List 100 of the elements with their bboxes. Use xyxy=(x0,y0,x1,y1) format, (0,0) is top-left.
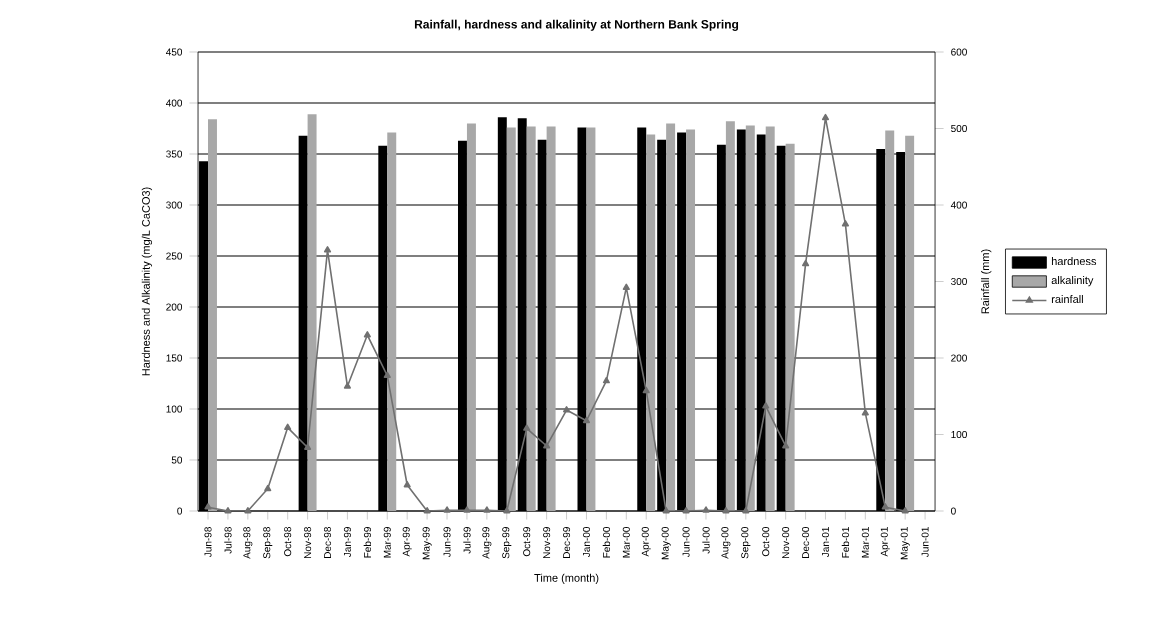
bar xyxy=(905,135,915,511)
point xyxy=(821,113,830,121)
point xyxy=(443,506,451,513)
point xyxy=(383,371,391,378)
y-tick-label: 400 xyxy=(165,99,183,107)
y2-tick-label: 300 xyxy=(951,277,967,286)
point xyxy=(682,507,690,514)
point xyxy=(861,409,869,416)
point xyxy=(244,507,252,514)
x-tick-label: Apr-99 xyxy=(402,527,412,557)
y2-tick-label: 500 xyxy=(951,124,967,133)
bar xyxy=(785,143,795,511)
y-tick-label: 350 xyxy=(166,150,183,158)
bar xyxy=(466,123,476,511)
y2-axis-title: Rainfall (mm) xyxy=(981,249,992,314)
x-tick-label: Jan-01 xyxy=(821,527,830,558)
x-tick-label: Mar-99 xyxy=(383,527,391,558)
x-tick-label: Jul-00 xyxy=(702,527,710,554)
y-tick-label: 150 xyxy=(166,354,183,362)
legend-label: hardness xyxy=(1051,257,1097,266)
y-tick-label: 250 xyxy=(166,252,183,260)
x-tick-label: Apr-01 xyxy=(880,527,890,557)
point xyxy=(503,507,511,514)
bar xyxy=(885,130,895,511)
point xyxy=(742,507,750,514)
x-tick-label: Dec-99 xyxy=(562,527,571,559)
x-tick-label: Feb-01 xyxy=(841,527,850,558)
point xyxy=(622,283,630,291)
point xyxy=(802,259,810,267)
bar xyxy=(586,127,596,511)
x-tick-label: Sep-00 xyxy=(741,527,751,559)
bar xyxy=(686,129,696,511)
x-tick-label: Jun-01 xyxy=(921,527,929,558)
x-tick-label: Jun-98 xyxy=(204,527,212,558)
x-tick-label: Aug-00 xyxy=(721,527,731,559)
point xyxy=(224,507,232,514)
x-axis-title: Time (month) xyxy=(534,573,599,584)
legend-label: rainfall xyxy=(1051,294,1083,304)
point xyxy=(284,423,292,431)
x-tick-label: Sep-99 xyxy=(502,527,512,559)
x-tick-label: Nov-98 xyxy=(304,527,312,559)
point xyxy=(543,441,551,449)
x-tick-label: Sep-98 xyxy=(263,527,273,559)
x-tick-label: Mar-00 xyxy=(622,526,630,558)
bar xyxy=(307,114,317,511)
bar xyxy=(387,132,397,511)
x-tick-label: Nov-99 xyxy=(543,527,551,559)
bar xyxy=(725,121,735,511)
bar xyxy=(666,123,676,511)
point xyxy=(881,503,889,510)
x-tick-label: Dec-00 xyxy=(802,527,810,559)
point xyxy=(562,406,571,413)
x-tick-label: Mar-01 xyxy=(861,527,869,558)
x-tick-label: Jun-99 xyxy=(443,527,451,558)
point xyxy=(423,507,431,514)
legend-label: alkalinity xyxy=(1051,276,1094,287)
bar xyxy=(745,125,755,511)
x-tick-label: Apr-00 xyxy=(641,526,651,557)
point xyxy=(901,507,909,514)
y-tick-label: 100 xyxy=(166,405,183,413)
point xyxy=(463,506,471,513)
point xyxy=(204,503,212,510)
x-tick-label: Aug-98 xyxy=(243,527,253,559)
point xyxy=(762,402,770,409)
x-tick-label: May-00 xyxy=(661,526,671,560)
bar xyxy=(646,134,656,511)
x-tick-label: Jun-00 xyxy=(682,527,690,558)
x-tick-label: Feb-99 xyxy=(363,527,372,558)
bar xyxy=(546,126,556,511)
x-tick-label: Jul-99 xyxy=(463,527,471,554)
x-tick-label: May-99 xyxy=(422,527,432,560)
point xyxy=(702,506,710,513)
point xyxy=(343,382,352,389)
y2-tick-label: 400 xyxy=(950,201,967,209)
x-tick-label: Oct-00 xyxy=(762,526,770,557)
bar xyxy=(208,119,217,511)
y-tick-label: 450 xyxy=(165,48,183,56)
point xyxy=(323,246,332,253)
y2-tick-label: 600 xyxy=(951,48,967,56)
point xyxy=(304,443,312,450)
point xyxy=(582,416,591,424)
point xyxy=(662,507,670,514)
point xyxy=(403,480,411,488)
x-tick-label: Nov-00 xyxy=(782,527,790,559)
point xyxy=(602,376,610,384)
x-tick-label: Oct-98 xyxy=(284,527,292,557)
y2-tick-label: 0 xyxy=(951,507,956,515)
x-tick-label: May-01 xyxy=(900,527,910,560)
x-tick-label: Jul-98 xyxy=(224,527,232,554)
point xyxy=(841,220,849,227)
x-tick-label: Dec-98 xyxy=(323,527,332,559)
bar xyxy=(765,126,775,511)
point xyxy=(722,507,730,514)
x-tick-label: Oct-99 xyxy=(523,527,531,557)
point xyxy=(642,386,650,394)
x-tick-label: Aug-99 xyxy=(482,527,492,559)
bar xyxy=(506,127,516,511)
y-tick-label: 0 xyxy=(177,507,183,515)
bar xyxy=(526,126,536,511)
point xyxy=(264,484,272,492)
